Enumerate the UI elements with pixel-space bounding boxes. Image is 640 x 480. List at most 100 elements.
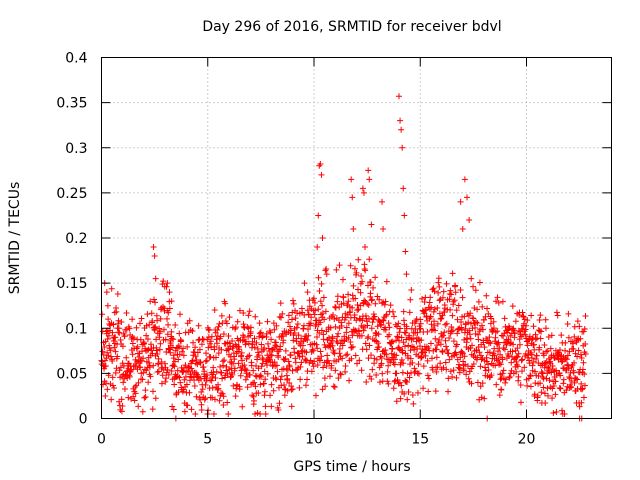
data-point bbox=[432, 327, 439, 334]
data-point bbox=[163, 348, 170, 355]
data-point bbox=[469, 342, 476, 349]
data-point bbox=[138, 315, 145, 322]
data-point bbox=[396, 329, 403, 336]
data-point bbox=[280, 337, 287, 344]
data-point bbox=[441, 329, 448, 336]
data-point bbox=[468, 380, 475, 387]
data-point bbox=[265, 340, 272, 347]
data-point bbox=[251, 344, 258, 351]
data-point bbox=[160, 326, 167, 333]
data-point bbox=[116, 367, 123, 374]
data-point bbox=[513, 361, 520, 368]
data-point bbox=[278, 314, 285, 321]
data-point bbox=[491, 345, 498, 352]
data-point bbox=[409, 392, 416, 399]
data-point bbox=[574, 318, 581, 325]
data-point bbox=[384, 378, 391, 385]
data-point bbox=[266, 348, 273, 355]
data-point bbox=[509, 348, 516, 355]
data-point bbox=[574, 376, 581, 383]
data-point bbox=[103, 380, 110, 387]
data-point bbox=[352, 352, 359, 359]
data-point bbox=[332, 323, 339, 330]
data-point bbox=[164, 315, 171, 322]
data-point bbox=[216, 397, 223, 404]
data-point bbox=[362, 312, 369, 319]
data-point bbox=[458, 324, 465, 331]
data-point bbox=[257, 381, 264, 388]
data-point bbox=[443, 366, 450, 373]
data-point bbox=[121, 375, 128, 382]
data-point bbox=[504, 329, 511, 336]
data-point bbox=[259, 360, 266, 367]
data-point bbox=[257, 372, 264, 379]
data-point bbox=[317, 319, 324, 326]
data-point bbox=[503, 342, 510, 349]
data-point bbox=[343, 324, 350, 331]
data-point bbox=[317, 298, 324, 305]
data-point bbox=[256, 330, 263, 337]
data-point bbox=[186, 317, 193, 324]
data-point bbox=[488, 372, 495, 379]
data-point bbox=[457, 198, 464, 205]
data-point bbox=[251, 335, 258, 342]
data-point bbox=[411, 346, 418, 353]
data-point bbox=[194, 371, 201, 378]
data-point bbox=[224, 399, 231, 406]
data-point bbox=[250, 367, 257, 374]
data-point bbox=[348, 355, 355, 362]
data-point bbox=[168, 328, 175, 335]
data-point bbox=[392, 356, 399, 363]
data-point bbox=[431, 306, 438, 313]
data-point bbox=[352, 295, 359, 302]
data-point bbox=[375, 340, 382, 347]
data-point bbox=[321, 375, 328, 382]
data-point bbox=[320, 336, 327, 343]
data-point bbox=[236, 386, 243, 393]
data-point bbox=[346, 309, 353, 316]
data-point bbox=[142, 387, 149, 394]
data-point bbox=[417, 316, 424, 323]
data-point bbox=[121, 333, 128, 340]
data-point bbox=[253, 339, 260, 346]
data-point bbox=[426, 299, 433, 306]
data-point bbox=[559, 407, 566, 414]
data-point bbox=[517, 399, 524, 406]
data-point bbox=[563, 387, 570, 394]
data-point bbox=[466, 331, 473, 338]
data-point bbox=[211, 346, 218, 353]
data-point bbox=[492, 334, 499, 341]
data-point bbox=[533, 356, 540, 363]
data-point bbox=[191, 382, 198, 389]
data-point bbox=[512, 318, 519, 325]
data-point bbox=[180, 345, 187, 352]
data-point bbox=[578, 399, 585, 406]
data-point bbox=[213, 336, 220, 343]
data-point bbox=[322, 383, 329, 390]
data-point bbox=[435, 289, 442, 296]
data-point bbox=[552, 391, 559, 398]
data-point bbox=[490, 325, 497, 332]
data-point bbox=[140, 369, 147, 376]
data-point bbox=[317, 357, 324, 364]
data-point bbox=[396, 93, 402, 100]
data-point bbox=[394, 323, 401, 330]
data-point bbox=[209, 384, 216, 391]
data-point bbox=[161, 360, 168, 367]
data-point bbox=[437, 316, 444, 323]
data-point bbox=[488, 315, 495, 322]
data-point bbox=[188, 365, 195, 372]
data-point bbox=[281, 381, 288, 388]
data-point bbox=[531, 391, 538, 398]
data-point bbox=[127, 368, 134, 375]
data-point bbox=[478, 394, 485, 401]
data-point bbox=[250, 397, 257, 404]
data-point bbox=[495, 348, 502, 355]
data-point bbox=[132, 363, 139, 370]
data-point bbox=[453, 341, 460, 348]
data-point bbox=[335, 356, 342, 363]
data-point bbox=[422, 352, 429, 359]
data-point bbox=[407, 296, 414, 303]
data-point bbox=[289, 367, 296, 374]
data-point bbox=[311, 311, 318, 318]
